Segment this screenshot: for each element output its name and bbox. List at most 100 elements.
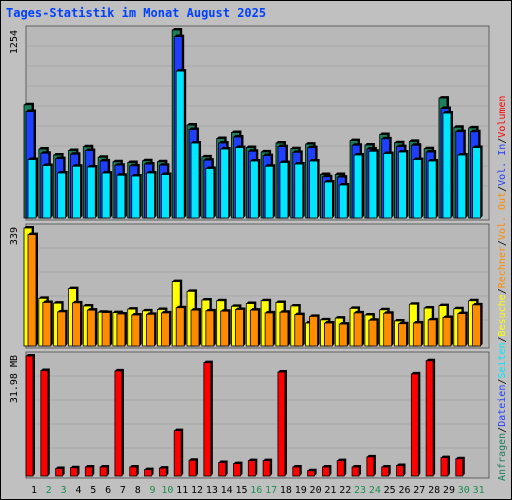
rechner-bar [294, 314, 304, 347]
rechner-bar [353, 312, 363, 347]
seiten-bar [131, 175, 141, 219]
seiten-bar [57, 172, 67, 219]
day-label: 30 [458, 485, 470, 496]
day-label: 24 [369, 485, 381, 496]
seiten-bar [398, 151, 407, 219]
day-label: 16 [250, 485, 262, 496]
rechner-bar [86, 309, 96, 347]
volumen-bar [158, 467, 167, 477]
day-label: 28 [428, 485, 440, 496]
volumen-bar [188, 459, 197, 477]
y-max-label: 339 [9, 227, 20, 245]
volumen-bar [455, 458, 464, 477]
seiten-bar [472, 147, 482, 219]
rechner-bar [220, 310, 230, 347]
seiten-bar [235, 147, 244, 219]
seiten-bar [86, 166, 96, 219]
rechner-bar [338, 323, 348, 347]
volumen-bar [440, 457, 449, 477]
volumen-bar [410, 373, 419, 477]
volumen-bar [25, 355, 34, 477]
day-label: 21 [324, 485, 336, 496]
rechner-bar [27, 234, 37, 347]
rechner-bar [160, 312, 170, 347]
volumen-bar [247, 460, 256, 477]
seiten-bar [338, 184, 348, 219]
day-label: 15 [235, 485, 247, 496]
rechner-bar [249, 309, 259, 347]
legend-text: Anfragen/Dateien/Seiten/Besuche/Rechner/… [497, 96, 508, 481]
volumen-bar [321, 466, 330, 477]
seiten-bar [116, 174, 126, 219]
legend-separator: / [497, 288, 508, 294]
y-max-label: 1254 [9, 30, 20, 54]
right-legend: Anfragen/Dateien/Seiten/Besuche/Rechner/… [497, 96, 508, 481]
legend-separator: / [497, 186, 508, 192]
volumen-bar [203, 362, 212, 477]
volumen-bar [55, 468, 64, 477]
volumen-bar [277, 371, 286, 477]
legend-separator: / [497, 138, 508, 144]
legend-item: Dateien [497, 385, 508, 427]
day-label: 8 [135, 485, 141, 496]
rechner-bar [116, 313, 126, 347]
bar-marks [23, 28, 483, 477]
seiten-bar [412, 159, 422, 219]
volumen-bar [218, 462, 227, 477]
legend-separator: / [497, 427, 508, 433]
seiten-bar [190, 142, 200, 219]
day-label: 5 [90, 485, 96, 496]
day-label: 17 [265, 485, 277, 496]
x-axis-day-labels: 1 2 3 4 5 6 7 8 9 10 11 12 13 14 15 16 17 18 19 20 21 22 23 24 2… [31, 485, 485, 496]
seiten-bar [353, 154, 363, 219]
volumen-bar [292, 466, 301, 477]
seiten-bar [457, 154, 467, 219]
volumen-bar [114, 370, 123, 477]
day-label: 3 [61, 485, 67, 496]
rechner-bar [131, 314, 141, 347]
legend-item: Anfragen [497, 433, 508, 481]
volumen-bar [425, 360, 434, 477]
seiten-bar [27, 159, 37, 219]
seiten-bar [220, 148, 230, 219]
rechner-bar [146, 313, 155, 347]
day-label: 22 [339, 485, 351, 496]
seiten-bar [175, 70, 185, 219]
day-label: 4 [75, 485, 81, 496]
rechner-bar [323, 322, 333, 347]
seiten-bar [309, 160, 318, 219]
rechner-bar [42, 302, 52, 347]
seiten-bar [146, 172, 155, 219]
day-label: 7 [120, 485, 126, 496]
volumen-bar [233, 463, 241, 477]
legend-item: Besuche [497, 294, 508, 336]
day-label: 12 [191, 485, 203, 496]
rechner-bar [175, 307, 185, 347]
seiten-bar [279, 162, 289, 219]
day-label: 20 [310, 485, 322, 496]
day-label: 9 [150, 485, 156, 496]
y-max-label: 31.98 MB [9, 355, 20, 403]
day-label: 2 [46, 485, 52, 496]
seiten-bar [294, 163, 304, 219]
day-label: 18 [280, 485, 292, 496]
legend-separator: / [497, 336, 508, 342]
seiten-bar [160, 174, 170, 219]
day-label: 14 [221, 485, 233, 496]
rechner-bar [57, 311, 67, 347]
seiten-bar [264, 165, 274, 219]
rechner-bar [190, 309, 200, 347]
volumen-bar [99, 466, 108, 477]
rechner-bar [398, 323, 407, 347]
legend-item: Seiten [497, 342, 508, 378]
seiten-bar [442, 112, 452, 219]
rechner-bar [412, 322, 422, 347]
seiten-bar [205, 168, 215, 219]
volumen-bar [366, 456, 375, 477]
rechner-bar [235, 309, 244, 347]
volumen-bar [144, 469, 152, 477]
volumen-bar [336, 460, 345, 477]
legend-item: Volumen [497, 96, 508, 138]
volumen-bar [40, 370, 49, 477]
